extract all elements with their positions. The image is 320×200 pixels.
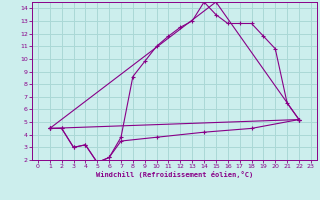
X-axis label: Windchill (Refroidissement éolien,°C): Windchill (Refroidissement éolien,°C) (96, 171, 253, 178)
